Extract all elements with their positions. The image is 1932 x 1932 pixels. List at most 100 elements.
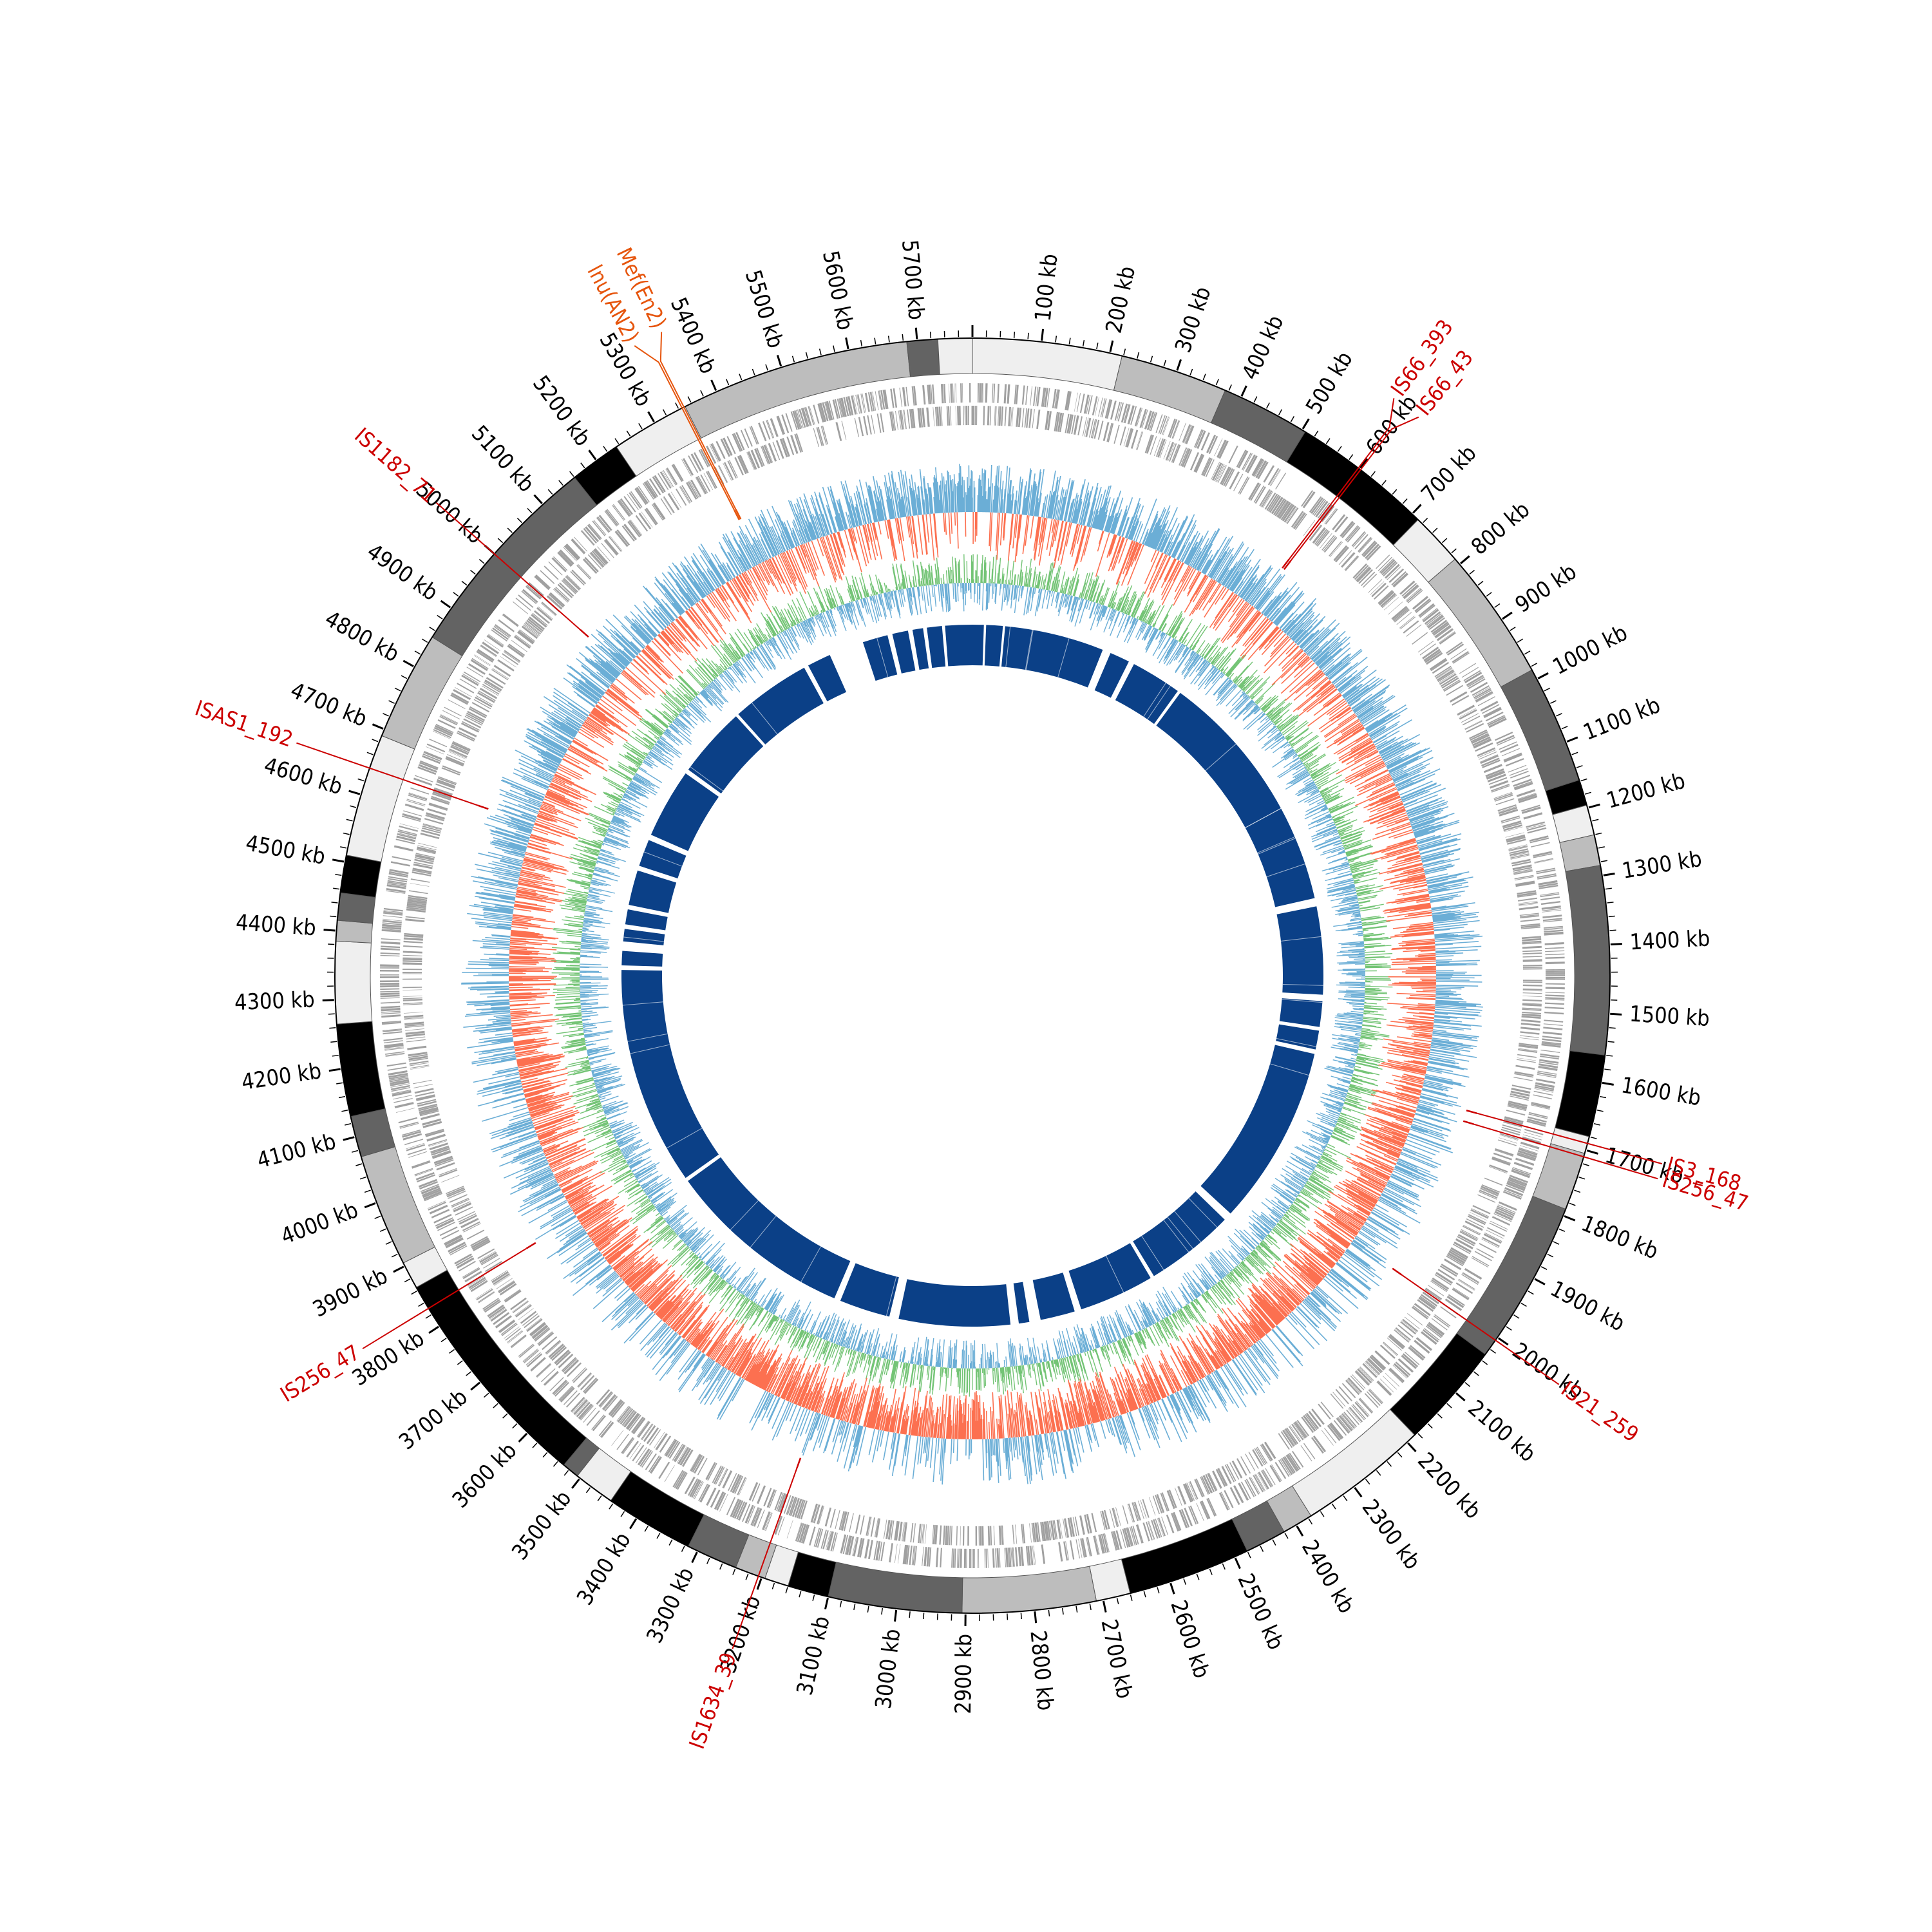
coverage-block xyxy=(621,951,663,967)
tick-mark xyxy=(497,538,504,544)
tick-mark xyxy=(1486,592,1492,597)
tick-label: 2300 kb xyxy=(1357,1495,1426,1575)
coverage-track xyxy=(621,625,1323,1327)
coverage-block xyxy=(1094,652,1129,698)
tick-mark xyxy=(923,1613,925,1620)
tick-mark xyxy=(1007,1613,1009,1620)
tick-mark xyxy=(585,1487,591,1493)
tick-mark xyxy=(352,1150,359,1153)
tick-mark xyxy=(1068,337,1071,345)
tick-mark xyxy=(902,334,904,341)
tick-mark xyxy=(719,1563,723,1570)
tick-mark xyxy=(1349,454,1354,460)
tick-label: 1400 kb xyxy=(1629,925,1710,955)
tick-mark xyxy=(429,627,435,631)
tick-mark xyxy=(1520,1302,1527,1307)
tick-label: 2800 kb xyxy=(1025,1629,1058,1712)
tick-mark xyxy=(1041,328,1045,341)
tick-mark xyxy=(1534,1278,1546,1285)
coverage-dropout xyxy=(1167,1217,1193,1249)
tick-mark xyxy=(819,348,822,355)
coverage-dropout xyxy=(1147,685,1171,720)
tick-mark xyxy=(597,1495,602,1502)
tick-mark xyxy=(1337,446,1342,452)
tick-mark xyxy=(1502,611,1513,620)
tick-mark xyxy=(322,999,334,1001)
contig-segment xyxy=(1565,865,1611,1056)
tick-mark xyxy=(687,396,692,402)
tick-mark xyxy=(414,650,421,655)
feature-marker xyxy=(1392,1267,1402,1276)
tick-mark xyxy=(393,1265,404,1273)
feature-leader-line xyxy=(1401,1274,1560,1385)
tick-mark xyxy=(333,887,340,890)
tick-mark xyxy=(341,1109,348,1112)
tick-mark xyxy=(428,1325,439,1334)
tick-mark xyxy=(791,355,795,363)
contig-segment xyxy=(972,337,1123,391)
tick-mark xyxy=(388,700,395,704)
tick-mark xyxy=(732,1568,736,1575)
tick-mark xyxy=(710,379,717,392)
coverage-block xyxy=(862,635,898,681)
tick-mark xyxy=(383,713,389,717)
contig-segment xyxy=(1286,431,1419,546)
tick-mark xyxy=(453,592,459,597)
tick-mark xyxy=(1490,1349,1496,1354)
tick-mark xyxy=(1610,943,1622,945)
coverage-dropout xyxy=(1005,627,1011,667)
tick-mark xyxy=(372,723,384,730)
tick-mark xyxy=(323,929,336,932)
feature-marker xyxy=(734,509,741,520)
tick-label: 4500 kb xyxy=(243,830,327,870)
coverage-dropout xyxy=(630,1044,670,1054)
tick-mark xyxy=(1599,1095,1607,1099)
coverage-dropout xyxy=(876,638,889,677)
tick-mark xyxy=(1354,1486,1363,1498)
feature-marker xyxy=(526,1242,536,1249)
tick-mark xyxy=(681,1546,685,1552)
tick-label: 2700 kb xyxy=(1095,1617,1137,1701)
tick-label: 4700 kb xyxy=(287,677,370,732)
tick-label: 1500 kb xyxy=(1629,1001,1710,1032)
tick-label: 400 kb xyxy=(1237,312,1289,384)
tick-mark xyxy=(1473,1371,1479,1376)
coverage-block xyxy=(840,1263,899,1317)
coverage-dropout xyxy=(1282,984,1323,986)
tick-label: 4000 kb xyxy=(278,1197,362,1250)
coverage-dropout xyxy=(1282,996,1323,999)
tick-mark xyxy=(752,368,755,375)
tick-mark xyxy=(1265,402,1270,409)
tick-mark xyxy=(824,1597,829,1610)
coverage-dropout xyxy=(643,851,683,867)
tick-label: 3900 kb xyxy=(308,1263,392,1322)
tick-mark xyxy=(1547,1253,1554,1258)
tick-mark xyxy=(620,1511,625,1517)
coverage-block xyxy=(927,626,946,668)
tick-mark xyxy=(461,580,468,586)
coverage-dropout xyxy=(1270,1063,1309,1076)
gc-content-positive xyxy=(461,464,1483,1485)
tick-mark xyxy=(629,1518,638,1530)
tick-mark xyxy=(1558,1228,1566,1232)
tick-mark xyxy=(355,1163,363,1166)
feature-marker xyxy=(1282,558,1290,569)
tick-mark xyxy=(1075,1605,1078,1613)
tick-label: 4200 kb xyxy=(240,1058,323,1095)
tick-mark xyxy=(569,471,574,477)
tick-mark xyxy=(638,423,643,430)
tick-mark xyxy=(1253,396,1258,402)
tick-mark xyxy=(483,1392,489,1398)
tick-mark xyxy=(1537,672,1549,679)
coverage-dropout xyxy=(1266,863,1305,877)
feature-marker xyxy=(1466,1110,1477,1114)
feature-leader-line xyxy=(1473,1123,1658,1180)
tick-mark xyxy=(336,1082,343,1084)
tick-mark xyxy=(404,1278,411,1283)
feature-labels: IS66_393IS66_43IS3_168IS256_47IS21_259IS… xyxy=(192,243,1751,1752)
tick-mark xyxy=(1595,832,1602,835)
coverage-dropout xyxy=(1025,629,1033,670)
tick-mark xyxy=(507,527,513,533)
tick-mark xyxy=(668,1539,673,1546)
